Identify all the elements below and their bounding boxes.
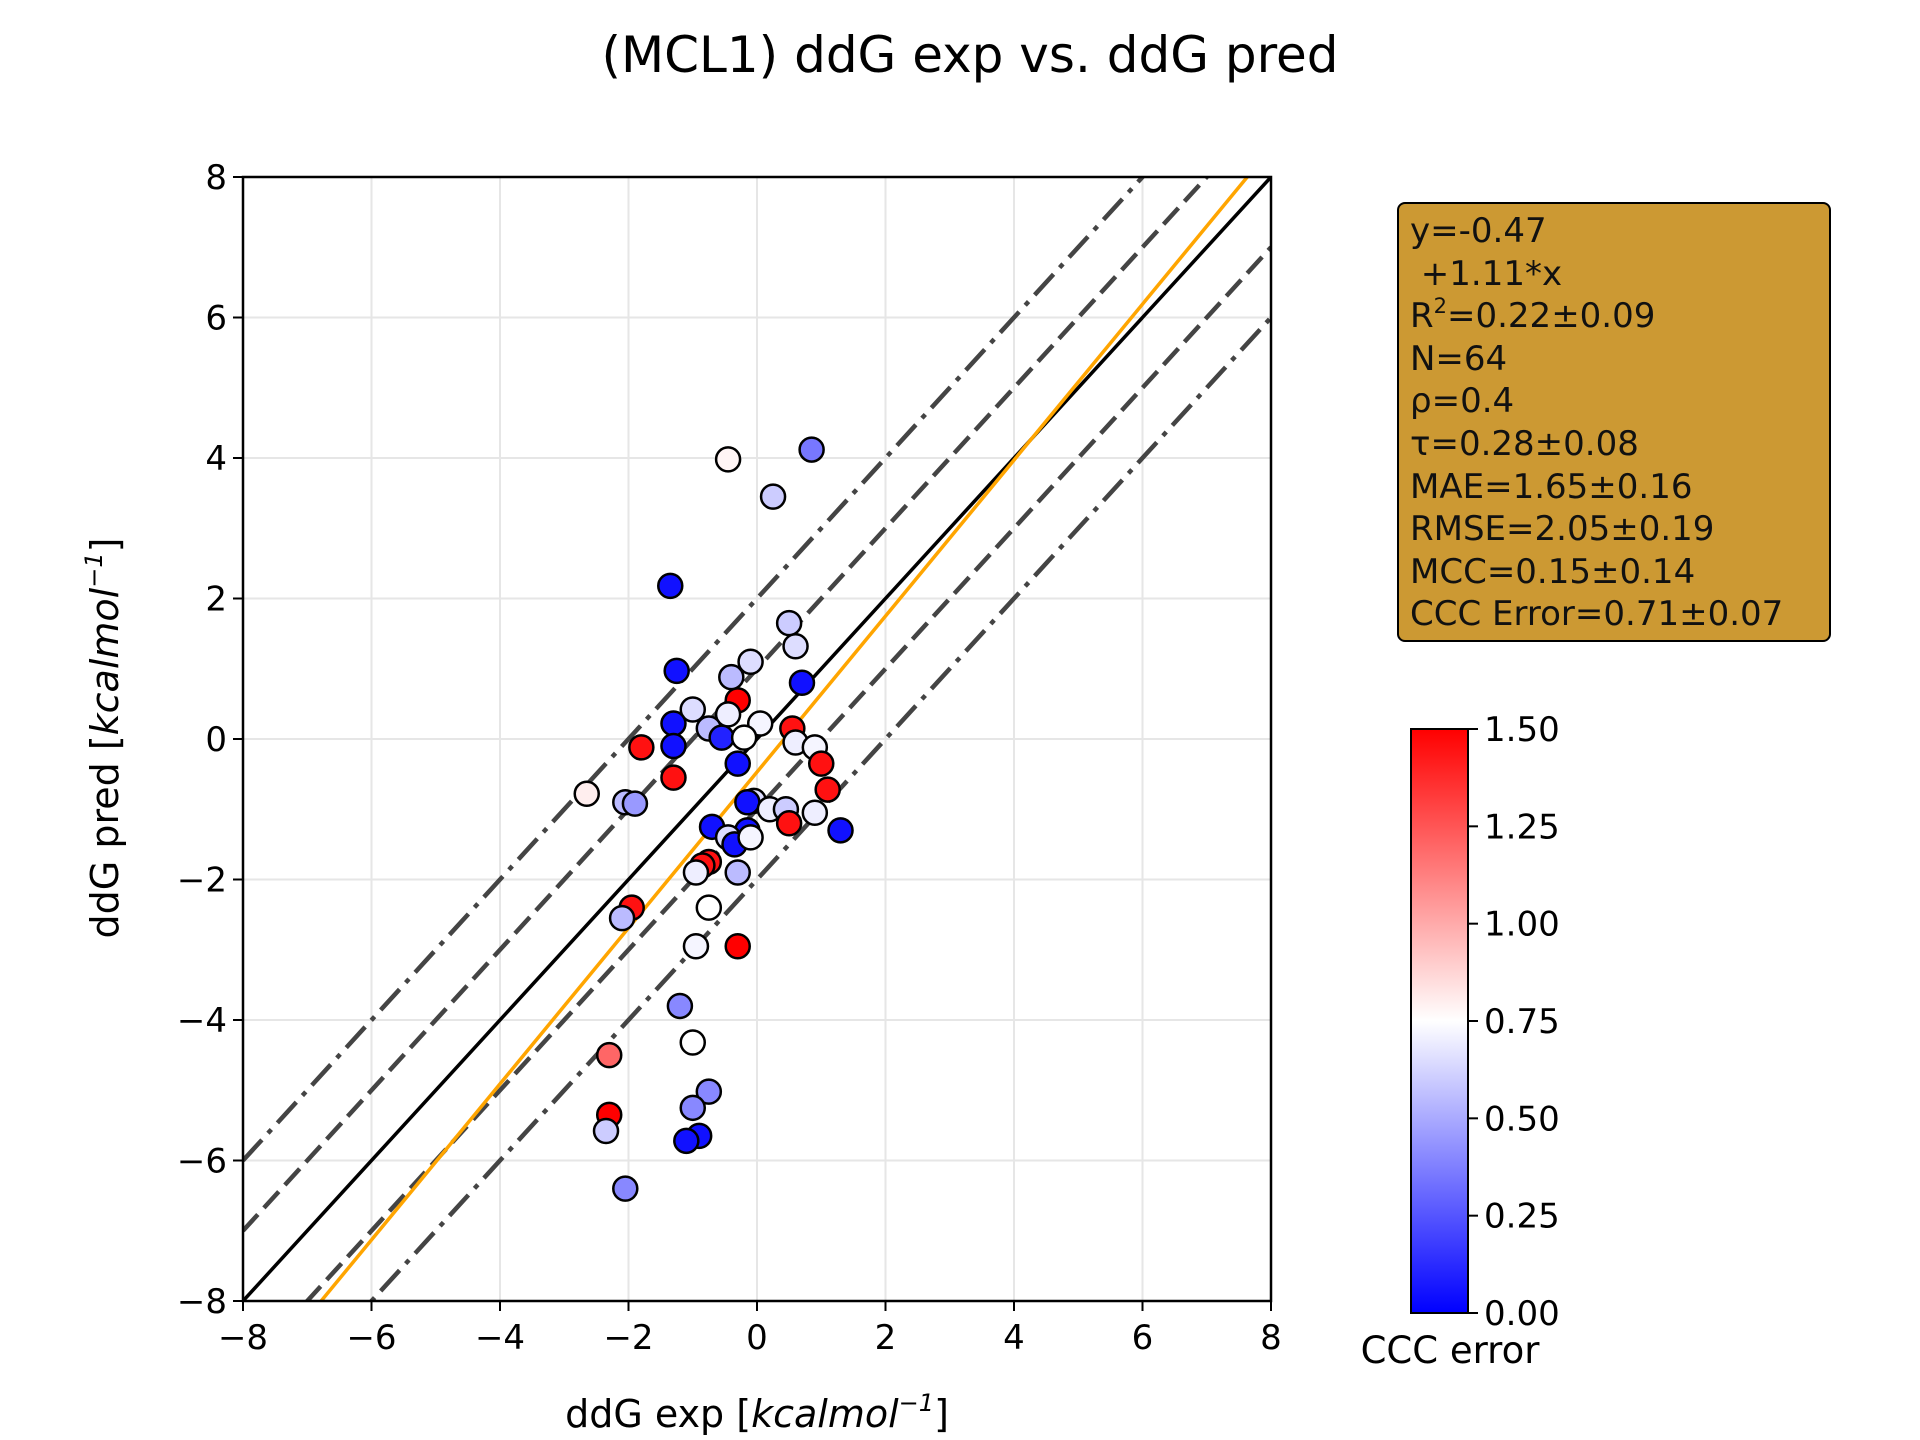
spearman-rho: ρ=0.4 bbox=[1410, 381, 1515, 422]
data-point bbox=[573, 780, 600, 808]
data-point bbox=[679, 1094, 706, 1122]
data-point bbox=[628, 734, 655, 761]
colorbar-tick-label: 0.75 bbox=[1484, 1002, 1560, 1042]
y-axis-label-text: ddG pred bbox=[83, 750, 127, 938]
colorbar: 0.00 0.25 0.50 0.75 1.00 1.25 1.50 CCC error bbox=[1361, 710, 1560, 1372]
data-point bbox=[679, 696, 706, 723]
rmse: RMSE=2.05±0.19 bbox=[1410, 509, 1715, 550]
data-point bbox=[782, 633, 809, 660]
fit-equation-line-2: +1.11*x bbox=[1410, 253, 1563, 294]
data-point bbox=[788, 669, 816, 697]
data-point bbox=[695, 1078, 723, 1105]
x-axis-label: ddG exp [kcalmol−1] bbox=[565, 1389, 949, 1436]
data-point bbox=[663, 657, 690, 685]
mae: MAE=1.65±0.16 bbox=[1410, 466, 1693, 507]
data-point bbox=[734, 788, 761, 816]
x-axis-label-text: ddG exp bbox=[565, 1392, 736, 1436]
data-points bbox=[573, 436, 854, 1202]
data-point bbox=[759, 483, 787, 510]
colorbar-tick-label: 1.00 bbox=[1484, 905, 1560, 945]
y-tick-label: −4 bbox=[177, 1001, 227, 1041]
data-point bbox=[660, 764, 687, 791]
colorbar-tick-label: 1.25 bbox=[1484, 807, 1560, 847]
data-point bbox=[608, 904, 636, 932]
y-tick-label: 6 bbox=[205, 299, 227, 339]
colorbar-tick-label: 0.00 bbox=[1484, 1294, 1560, 1334]
colorbar-tick-label: 0.50 bbox=[1484, 1099, 1560, 1139]
colorbar-tick-label: 1.50 bbox=[1484, 710, 1560, 750]
colorbar-gradient bbox=[1410, 728, 1469, 1314]
data-point bbox=[827, 817, 854, 844]
y-axis-label: ddG pred [kcalmol−1] bbox=[80, 538, 127, 939]
x-tick-label: 0 bbox=[746, 1318, 768, 1358]
y-tick-label: 0 bbox=[205, 720, 227, 760]
data-point bbox=[660, 732, 687, 760]
y-axis-label-unit-exp: −1 bbox=[80, 552, 108, 587]
data-point bbox=[666, 992, 694, 1020]
y-axis-label-unit: kcalmol bbox=[83, 587, 127, 735]
x-tick-label: 2 bbox=[875, 1318, 897, 1358]
data-point bbox=[714, 446, 742, 473]
colorbar-label: CCC error bbox=[1361, 1329, 1541, 1372]
data-point bbox=[660, 710, 687, 737]
chart-title: (MCL1) ddG exp vs. ddG pred bbox=[601, 26, 1338, 84]
x-tick-label: −6 bbox=[346, 1318, 396, 1358]
kendall-tau: τ=0.28±0.08 bbox=[1410, 423, 1639, 464]
fit-line bbox=[318, 177, 1250, 1301]
data-point bbox=[679, 1029, 706, 1056]
mcc: MCC=0.15±0.14 bbox=[1410, 551, 1696, 592]
data-point bbox=[718, 663, 745, 691]
data-point bbox=[708, 724, 735, 751]
data-point bbox=[682, 932, 710, 960]
y-tick-label: −6 bbox=[177, 1142, 227, 1182]
sample-count: N=64 bbox=[1410, 338, 1508, 379]
fit-equation-line-1: y=-0.47 bbox=[1410, 211, 1547, 251]
data-point bbox=[612, 1175, 639, 1202]
data-point bbox=[724, 932, 751, 960]
r-squared: R2=0.22±0.09 bbox=[1410, 294, 1656, 337]
fit-line-group bbox=[318, 177, 1250, 1301]
stats-box: y=-0.47 +1.11*x R2=0.22±0.09 N=64 ρ=0.4 … bbox=[1397, 202, 1831, 642]
colorbar-tick-label: 0.25 bbox=[1484, 1197, 1560, 1237]
data-point bbox=[621, 790, 649, 817]
x-tick-label: −2 bbox=[603, 1318, 653, 1358]
x-tick-label: −4 bbox=[475, 1318, 525, 1358]
y-tick-label: −2 bbox=[177, 861, 227, 901]
data-point bbox=[808, 750, 835, 777]
x-tick-label: −8 bbox=[218, 1318, 268, 1358]
y-tick-label: 2 bbox=[205, 580, 227, 620]
data-point bbox=[695, 894, 723, 921]
data-point bbox=[801, 799, 829, 827]
data-point bbox=[682, 859, 710, 886]
data-point bbox=[730, 724, 758, 751]
plot-area: −8 −6 −4 −2 0 2 4 6 8 −8 −6 −4 −2 0 2 4 6 8 bbox=[177, 158, 1282, 1358]
y-axis-ticks: −8 −6 −4 −2 0 2 4 6 8 bbox=[177, 158, 243, 1322]
data-point bbox=[775, 810, 803, 837]
colorbar-ticks: 0.00 0.25 0.50 0.75 1.00 1.25 1.50 bbox=[1468, 710, 1560, 1334]
data-point bbox=[595, 1041, 623, 1069]
data-point bbox=[798, 436, 825, 463]
y-tick-label: 8 bbox=[205, 158, 227, 198]
grid bbox=[242, 176, 1272, 1302]
data-point bbox=[724, 859, 751, 886]
y-tick-label: 4 bbox=[205, 439, 227, 479]
x-tick-label: 8 bbox=[1260, 1318, 1282, 1358]
data-point bbox=[775, 609, 803, 637]
data-point bbox=[724, 750, 751, 777]
data-point bbox=[673, 1127, 700, 1155]
data-point bbox=[814, 776, 841, 803]
x-tick-label: 4 bbox=[1003, 1318, 1025, 1358]
data-point bbox=[737, 648, 764, 675]
ccc-error: CCC Error=0.71±0.07 bbox=[1410, 594, 1784, 635]
y-tick-label: −8 bbox=[177, 1282, 227, 1322]
x-axis-ticks: −8 −6 −4 −2 0 2 4 6 8 bbox=[218, 1301, 1282, 1358]
data-point bbox=[737, 824, 764, 851]
data-point bbox=[657, 572, 684, 600]
x-axis-label-unit-exp: −1 bbox=[899, 1389, 934, 1417]
data-point bbox=[592, 1117, 620, 1145]
x-tick-label: 6 bbox=[1132, 1318, 1154, 1358]
x-axis-label-unit: kcalmol bbox=[751, 1392, 899, 1436]
